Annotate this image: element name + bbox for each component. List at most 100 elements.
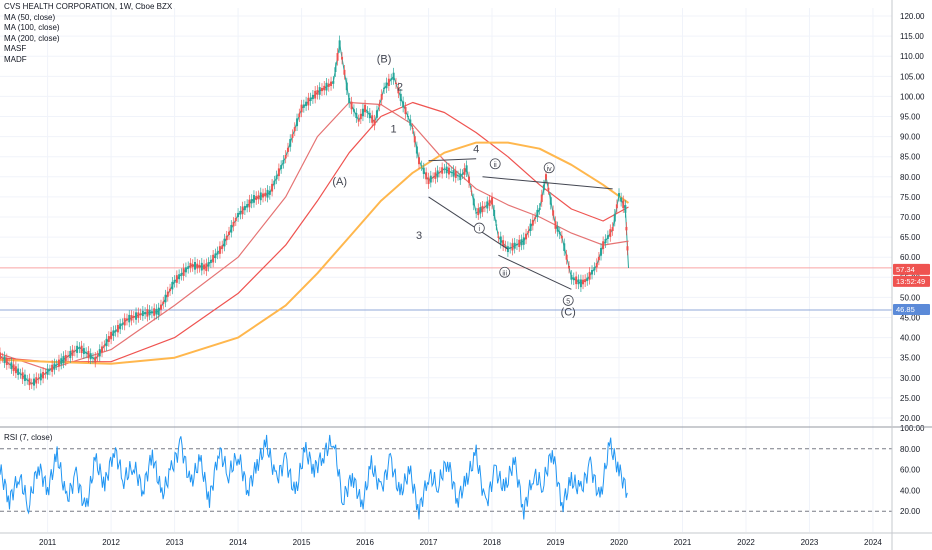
candle-body (450, 172, 453, 173)
candle-body (259, 192, 262, 201)
candle-body (622, 200, 625, 209)
candle-body (544, 174, 547, 180)
candle-body (42, 371, 45, 379)
candle-body (509, 247, 512, 249)
wave-label-circle (543, 162, 555, 174)
candle-body (600, 247, 603, 256)
candle-body (196, 263, 199, 269)
candle-body (96, 355, 99, 358)
candle-body (282, 159, 285, 164)
candle-body (187, 266, 190, 269)
candle-body (296, 118, 299, 127)
candle-body (164, 294, 167, 303)
x-tick-label: 2016 (356, 538, 374, 547)
candle-body (94, 356, 97, 363)
candle-body (575, 276, 578, 285)
y-tick-label: 35.00 (900, 354, 921, 363)
candle-body (338, 40, 341, 48)
wave-label: 2 (397, 81, 403, 93)
rsi-pane[interactable] (0, 434, 892, 520)
candle-body (246, 204, 249, 208)
rsi-tick-label: 40.00 (900, 486, 921, 495)
candle-body (91, 357, 94, 359)
x-tick-label: 2020 (610, 538, 628, 547)
grid (0, 8, 892, 532)
price-badge-text: 13:52:49 (896, 277, 925, 286)
y-tick-label: 115.00 (900, 32, 924, 41)
candle-body (355, 112, 358, 119)
candle-body (293, 127, 296, 132)
candle-body (14, 366, 17, 374)
y-tick-label: 95.00 (900, 113, 921, 122)
wave-label-circle (499, 266, 511, 278)
candle-body (207, 262, 210, 267)
y-tick-label: 100.00 (900, 92, 925, 101)
candle-body (538, 207, 541, 210)
candle-body (33, 378, 36, 386)
candle-body (264, 192, 267, 197)
rsi-title: RSI (7, close) (4, 433, 53, 442)
candle-body (332, 80, 335, 84)
candle-body (390, 78, 393, 81)
candle-body (30, 383, 33, 385)
candle-body (413, 136, 416, 143)
candle-body (613, 213, 616, 222)
candle-body (604, 239, 607, 244)
y-tick-label: 60.00 (900, 253, 921, 262)
candle-body (130, 315, 133, 321)
candle-body (588, 271, 591, 280)
candle-body (582, 279, 585, 285)
rsi-tick-label: 60.00 (900, 466, 921, 475)
candle-body (434, 172, 437, 179)
candle-body (85, 352, 88, 354)
candle-body (602, 241, 605, 249)
candle-body (436, 170, 439, 178)
candle-body (205, 263, 208, 272)
candle-body (441, 167, 444, 174)
wave-label: (B) (377, 53, 392, 65)
candle-body (392, 72, 395, 80)
candle-body (46, 368, 49, 375)
candle-body (234, 218, 237, 222)
candle-body (385, 82, 388, 89)
candle-body (289, 139, 292, 147)
candle-body (554, 221, 557, 229)
candle-body (378, 104, 381, 107)
candle-body (144, 312, 147, 315)
wave-label: 4 (473, 144, 479, 156)
candle-body (67, 355, 70, 357)
candle-body (12, 364, 15, 372)
y-tick-label: 45.00 (900, 313, 921, 322)
candle-body (511, 243, 514, 251)
candle-body (300, 104, 303, 113)
ma-series (0, 141, 630, 365)
candle-body (193, 261, 196, 270)
candle-body (103, 345, 106, 347)
x-tick-label: 2012 (102, 538, 120, 547)
y-tick-label: 25.00 (900, 394, 921, 403)
candle-body (499, 236, 502, 244)
candle-body (232, 221, 235, 227)
candle-body (422, 167, 425, 174)
candle-body (520, 239, 523, 246)
candle-body (228, 231, 231, 236)
candle-body (268, 190, 271, 195)
candle-body (568, 265, 571, 269)
candle-body (579, 279, 582, 288)
candle-body (305, 101, 308, 107)
price-badge (893, 304, 930, 316)
candle-body (314, 90, 317, 99)
wave-label-circle (562, 295, 574, 306)
candle-body (624, 205, 627, 213)
x-tick-label: 2018 (483, 538, 501, 547)
candle-body (17, 368, 20, 375)
candle-body (0, 352, 1, 359)
candle-body (429, 175, 432, 183)
x-tick-label: 2013 (166, 538, 184, 547)
ma-series (0, 101, 629, 363)
wave-label-circle (489, 158, 501, 170)
y-tick-label: 30.00 (900, 374, 921, 383)
candle-body (221, 245, 224, 249)
